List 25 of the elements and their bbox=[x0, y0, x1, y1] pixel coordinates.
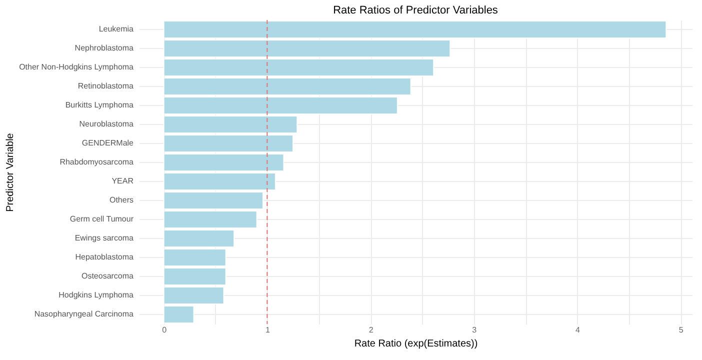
x-axis-title: Rate Ratio (exp(Estimates)) bbox=[354, 338, 478, 350]
x-tick-label: 5 bbox=[678, 326, 684, 334]
x-tick-label: 4 bbox=[576, 326, 581, 334]
y-tick-label: Neuroblastoma bbox=[79, 120, 134, 128]
y-tick-label: Osteosarcoma bbox=[81, 272, 134, 280]
y-axis-title: Predictor Variable bbox=[5, 132, 16, 212]
y-tick-label: Nephroblastoma bbox=[74, 44, 134, 52]
y-tick-label: YEAR bbox=[112, 176, 134, 186]
y-tick-label: Retinoblastoma bbox=[78, 82, 134, 90]
x-tick-label: 3 bbox=[472, 326, 478, 334]
y-tick-label: Ewings sarcoma bbox=[74, 234, 134, 242]
y-tick-label: Germ cell Tumour bbox=[70, 214, 134, 224]
y-tick-label: Hodgkins Lymphoma bbox=[58, 290, 134, 300]
y-tick-label: Nasopharyngeal Carcinoma bbox=[34, 310, 134, 318]
x-tick-label: 1 bbox=[265, 326, 270, 334]
chart-title: Rate Ratios of Predictor Variables bbox=[333, 4, 498, 16]
y-tick-label: Others bbox=[109, 196, 134, 204]
x-tick-label: 2 bbox=[368, 326, 374, 334]
y-tick-label: Burkitts Lymphoma bbox=[65, 100, 134, 110]
x-tick-label: 0 bbox=[162, 326, 168, 334]
y-tick-label: Hepatoblastoma bbox=[75, 252, 134, 262]
y-tick-label: Other Non-Hodgkins Lymphoma bbox=[19, 62, 134, 72]
y-tick-label: GENDERMale bbox=[82, 138, 134, 148]
y-tick-label: Rhabdomyosarcoma bbox=[60, 158, 134, 166]
y-tick-label: Leukemia bbox=[98, 24, 134, 34]
